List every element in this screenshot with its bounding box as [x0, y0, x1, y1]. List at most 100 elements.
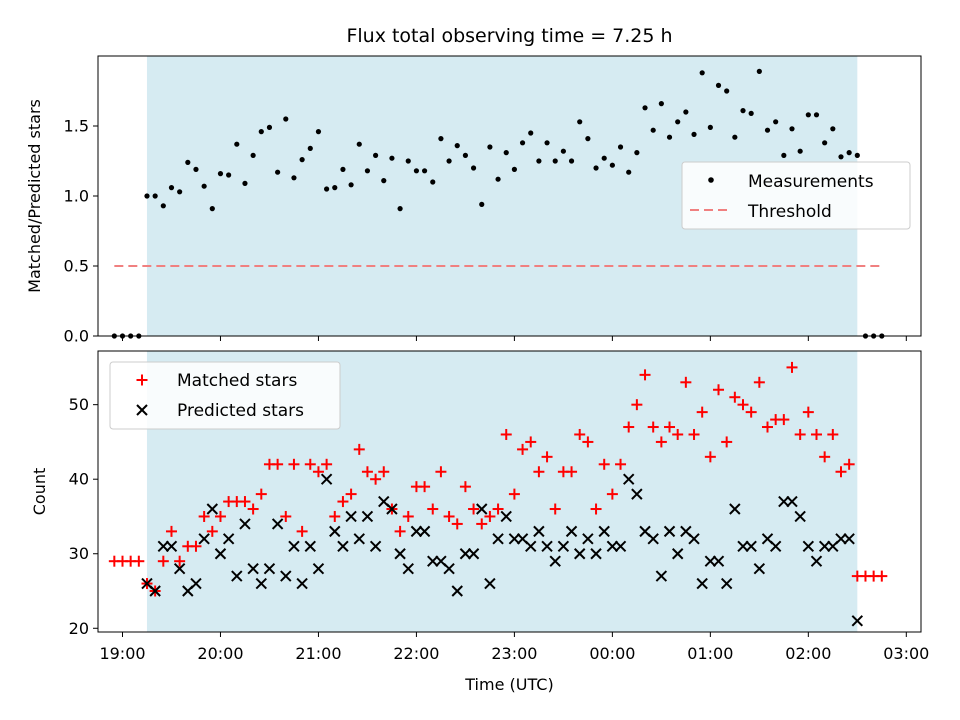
matched-star-point — [704, 451, 716, 463]
predicted-star-point — [271, 518, 284, 530]
matched-star-point — [353, 443, 365, 455]
predicted-star-point — [598, 525, 610, 538]
matched-star-point — [745, 406, 757, 418]
matched-star-point — [214, 510, 226, 522]
measurement-point — [830, 126, 836, 132]
legend-measurements-marker — [708, 177, 714, 183]
predicted-star-point — [606, 540, 619, 552]
predicted-star-point — [149, 585, 161, 597]
matched-star-point — [721, 436, 733, 448]
predicted-star-point — [222, 533, 235, 545]
measurement-point — [266, 124, 273, 130]
predicted-star-point — [647, 533, 659, 545]
predicted-star-point — [369, 540, 382, 552]
matched-star-point — [843, 458, 855, 470]
matched-star-point — [402, 510, 414, 522]
measurement-point — [748, 110, 754, 116]
measurement-point — [724, 88, 730, 94]
measurement-point — [144, 193, 150, 199]
measurement-point — [185, 159, 191, 165]
measurement-point — [381, 178, 387, 184]
x-tick-label: 03:00 — [883, 644, 929, 663]
matched-star-point — [778, 414, 790, 426]
x-tick-label: 01:00 — [687, 644, 733, 663]
measurement-point — [634, 150, 640, 156]
measurement-point — [332, 185, 338, 191]
matched-star-point — [810, 428, 822, 440]
matched-star-point — [549, 503, 561, 515]
x-tick-label: 22:00 — [393, 644, 439, 663]
predicted-star-point — [794, 510, 806, 523]
predicted-star-point — [459, 548, 472, 560]
legend-threshold-label: Threshold — [747, 202, 832, 222]
count-y-axis-label: Count — [30, 468, 49, 516]
measurement-points — [111, 68, 885, 339]
measurement-point — [487, 144, 493, 150]
measurement-point — [389, 155, 395, 161]
predicted-star-point — [663, 525, 676, 538]
measurement-point — [201, 183, 207, 189]
measurement-point — [258, 129, 264, 135]
matched-star-point — [794, 428, 806, 440]
matched-stars-points — [108, 361, 888, 597]
measurement-point — [356, 141, 362, 147]
measurement-point — [650, 127, 656, 133]
count-legend-box — [109, 361, 341, 430]
measurement-point — [536, 158, 542, 164]
measurement-point — [528, 130, 534, 136]
matched-star-point — [598, 458, 610, 470]
matched-star-point — [688, 428, 700, 440]
measurement-point — [324, 186, 330, 192]
matched-star-point — [533, 466, 545, 478]
matched-star-point — [288, 458, 300, 470]
measurement-point — [364, 168, 371, 174]
measurement-point — [617, 144, 624, 150]
predicted-star-point — [173, 562, 186, 575]
matched-star-point — [394, 525, 406, 537]
matched-star-point — [280, 510, 292, 522]
measurement-point — [397, 206, 403, 212]
predicted-star-point — [484, 577, 496, 590]
predicted-star-point — [835, 533, 847, 545]
y-tick-label: 0.0 — [64, 327, 89, 346]
time-axis-label: Time (UTC) — [464, 675, 553, 694]
y-tick-label: 20 — [69, 619, 89, 638]
measurement-point — [740, 108, 746, 114]
measurement-point — [217, 171, 224, 177]
matched-star-point — [631, 399, 643, 411]
matched-star-point — [174, 555, 186, 567]
predicted-star-point — [353, 533, 365, 545]
legend-matched-marker — [136, 374, 148, 386]
predicted-star-point — [427, 555, 439, 567]
x-tick-label: 00:00 — [589, 644, 635, 663]
predicted-star-point — [541, 540, 553, 552]
measurement-point — [552, 158, 558, 164]
matched-star-point — [451, 518, 463, 530]
matched-star-point — [190, 540, 202, 552]
y-tick-label: 0.5 — [64, 257, 89, 276]
matched-star-point — [337, 496, 349, 508]
ratio-x-ticks — [121, 336, 907, 341]
measurement-point — [683, 109, 689, 115]
predicted-star-point — [508, 533, 521, 545]
measurement-point — [626, 169, 632, 175]
matched-star-point — [541, 451, 553, 463]
predicted-star-point — [288, 540, 300, 552]
predicted-star-point — [165, 540, 178, 552]
measurement-point — [732, 134, 738, 140]
predicted-star-point — [206, 503, 219, 515]
measurement-point — [846, 150, 852, 156]
measurement-point — [691, 131, 697, 137]
matched-star-point — [157, 555, 169, 567]
predicted-star-point — [329, 525, 341, 538]
count-panel: 20 30 40 50 19:00 20:00 21:00 22:00 23:00 00:00 0… — [30, 350, 929, 694]
matched-star-point — [753, 376, 765, 388]
predicted-star-point — [557, 540, 570, 552]
predicted-star-point — [402, 562, 414, 575]
measurement-point — [405, 158, 411, 164]
predicted-star-point — [304, 540, 316, 552]
matched-star-point — [623, 421, 635, 433]
predicted-star-point — [231, 570, 243, 582]
matched-star-point — [255, 488, 267, 500]
predicted-star-point — [729, 503, 741, 515]
